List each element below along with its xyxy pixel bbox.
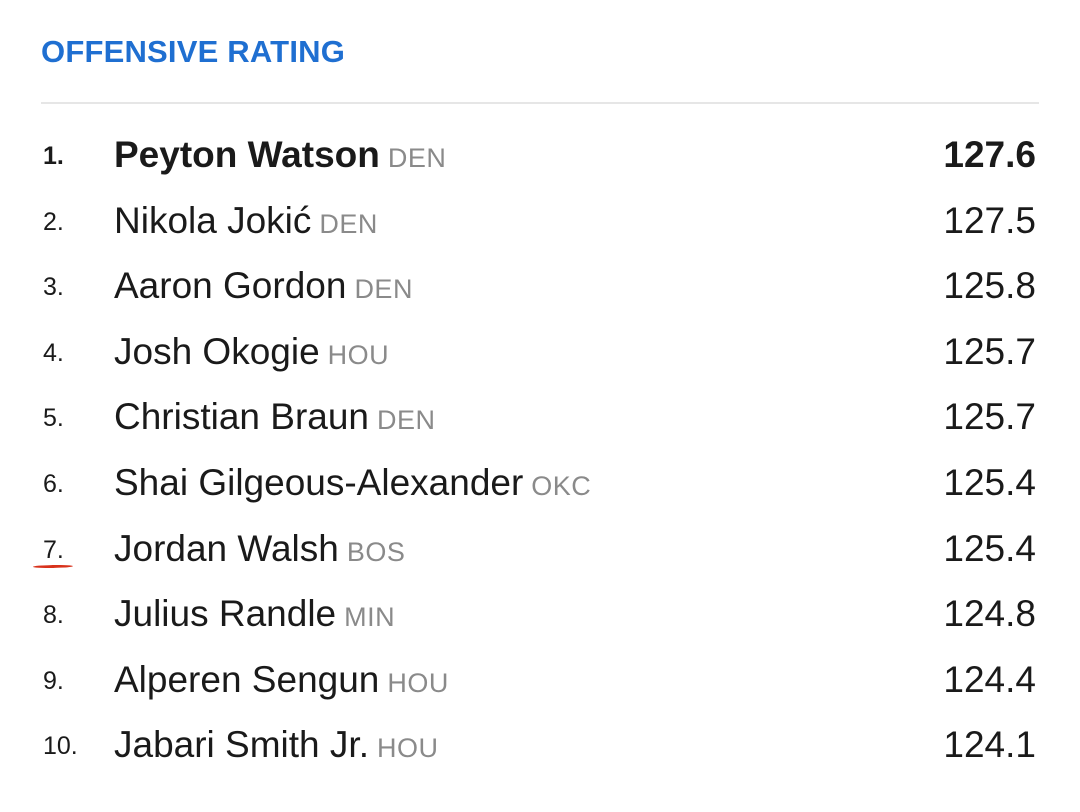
rank-number: 10.: [43, 732, 78, 761]
leaderboard-title: OFFENSIVE RATING: [41, 34, 346, 69]
team-abbrev: HOU: [387, 667, 449, 698]
player-entry: Christian Braun DEN: [114, 396, 436, 438]
rating-value: 125.4: [943, 461, 1036, 503]
leaderboard-row[interactable]: 2. Nikola Jokić DEN 127.5: [0, 190, 1080, 256]
rating-value: 125.7: [943, 396, 1036, 438]
rating-value: 125.4: [943, 527, 1036, 569]
player-name[interactable]: Shai Gilgeous-Alexander: [114, 461, 524, 503]
rating-value: 125.7: [943, 330, 1036, 372]
rank-number: 5.: [43, 404, 64, 433]
leaderboard-row[interactable]: 6. Shai Gilgeous-Alexander OKC 125.4: [0, 452, 1080, 518]
team-abbrev: DEN: [354, 274, 413, 305]
rank-number: 2.: [43, 207, 64, 236]
player-name[interactable]: Alperen Sengun: [114, 658, 380, 700]
rank-number: 4.: [43, 338, 64, 367]
player-entry: Jordan Walsh BOS: [114, 528, 405, 570]
rank-number: 7.: [43, 535, 64, 564]
team-abbrev: HOU: [327, 339, 390, 370]
team-abbrev: BOS: [346, 536, 406, 567]
leaderboard-row[interactable]: 3. Aaron Gordon DEN 125.8: [0, 255, 1080, 321]
team-abbrev: DEN: [319, 208, 378, 239]
player-entry: Jabari Smith Jr. HOU: [114, 724, 438, 766]
leaderboard-row[interactable]: 7. Jordan Walsh BOS 125.4: [0, 518, 1080, 584]
rating-value: 124.4: [943, 658, 1036, 700]
player-name[interactable]: Josh Okogie: [114, 330, 320, 372]
title-divider: [41, 102, 1039, 104]
team-abbrev: OKC: [531, 470, 592, 501]
rating-value: 124.1: [943, 724, 1036, 766]
leaderboard-row[interactable]: 4. Josh Okogie HOU 125.7: [0, 321, 1080, 387]
rating-value: 127.6: [943, 134, 1036, 175]
player-name[interactable]: Jordan Walsh: [114, 527, 339, 569]
player-entry: Josh Okogie HOU: [114, 331, 389, 373]
rating-value: 127.5: [943, 199, 1036, 241]
player-name[interactable]: Jabari Smith Jr.: [114, 724, 369, 766]
leaderboard-row[interactable]: 9. Alperen Sengun HOU 124.4: [0, 649, 1080, 715]
rank-number: 1.: [43, 142, 64, 170]
player-name[interactable]: Christian Braun: [114, 396, 370, 438]
leaderboard-list: 1. Peyton Watson DEN 127.6 2. Nikola Joki…: [0, 124, 1080, 780]
player-entry: Alperen Sengun HOU: [114, 659, 449, 701]
leaderboard-row[interactable]: 10. Jabari Smith Jr. HOU 124.1: [0, 714, 1080, 780]
player-name[interactable]: Aaron Gordon: [114, 265, 347, 307]
player-name[interactable]: Julius Randle: [114, 593, 337, 635]
team-abbrev: MIN: [344, 602, 396, 633]
leaderboard-row[interactable]: 8. Julius Randle MIN 124.8: [0, 583, 1080, 649]
player-entry: Aaron Gordon DEN: [114, 265, 413, 307]
player-entry: Nikola Jokić DEN: [114, 200, 378, 242]
leaderboard-row[interactable]: 5. Christian Braun DEN 125.7: [0, 386, 1080, 452]
team-abbrev: DEN: [387, 143, 447, 173]
team-abbrev: HOU: [376, 733, 439, 764]
rank-number: 8.: [43, 601, 64, 630]
player-entry: Shai Gilgeous-Alexander OKC: [114, 462, 591, 504]
rating-value: 125.8: [943, 265, 1036, 307]
team-abbrev: DEN: [377, 405, 436, 436]
player-entry: Peyton Watson DEN: [114, 134, 446, 176]
red-underline-annotation: [32, 564, 74, 568]
rank-number: 3.: [43, 273, 64, 302]
player-name[interactable]: Nikola Jokić: [114, 199, 312, 241]
rank-number: 6.: [43, 469, 64, 498]
leaderboard-row[interactable]: 1. Peyton Watson DEN 127.6: [0, 124, 1080, 190]
rank-number: 9.: [43, 666, 64, 695]
player-name[interactable]: Peyton Watson: [114, 134, 380, 175]
player-entry: Julius Randle MIN: [114, 593, 395, 635]
rating-value: 124.8: [943, 593, 1036, 635]
